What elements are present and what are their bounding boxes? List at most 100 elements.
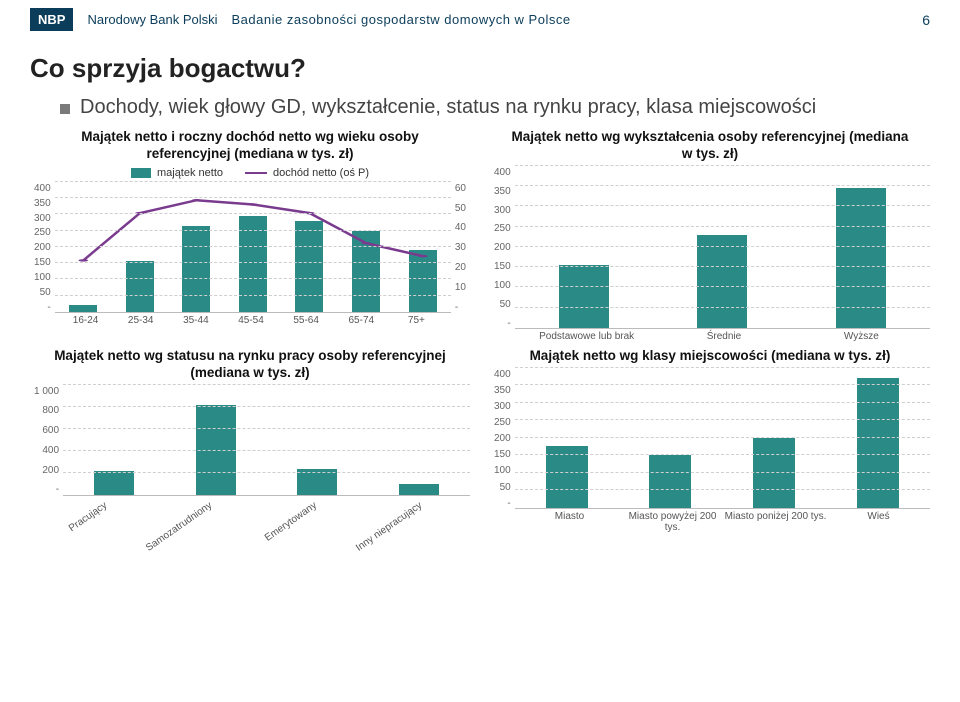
chart-edu-plot (515, 167, 930, 329)
y-tick: 100 (494, 280, 511, 291)
org-name: Narodowy Bank Polski (87, 12, 217, 27)
chart-city-plotwrap: 40035030025020015010050- (490, 369, 930, 509)
y-tick: 40 (455, 222, 466, 233)
chart-edu-xaxis: Podstawowe lub brakŚrednieWyższe (490, 331, 930, 342)
x-tick: 25-34 (113, 315, 168, 326)
x-tick: Emerytowany (263, 500, 319, 544)
x-tick: 65-74 (334, 315, 389, 326)
chart-city-yaxis: 40035030025020015010050- (490, 369, 515, 509)
y-tick: 1 000 (34, 386, 59, 397)
page-header: NBP Narodowy Bank Polski Badanie zasobno… (30, 8, 930, 31)
x-tick: Wyższe (793, 331, 930, 342)
x-tick: Miasto powyżej 200 tys. (621, 511, 724, 534)
bar (697, 235, 747, 328)
y-tick: 350 (34, 198, 51, 209)
chart-status-title: Majątek netto wg statusu na rynku pracy … (30, 348, 470, 382)
y-tick: - (494, 318, 511, 329)
chart-status-bars (63, 386, 470, 495)
x-tick: 16-24 (58, 315, 113, 326)
chart-edu-title: Majątek netto wg wykształcenia osoby ref… (490, 129, 930, 163)
chart-age-plot (55, 183, 451, 313)
chart-status: Majątek netto wg statusu na rynku pracy … (30, 348, 470, 544)
y-tick: 150 (494, 449, 511, 460)
doc-title: Badanie zasobności gospodarstw domowych … (232, 12, 571, 27)
y-tick: - (494, 498, 511, 509)
chart-city-xaxis: MiastoMiasto powyżej 200 tys.Miasto poni… (490, 511, 930, 534)
x-tick: Średnie (655, 331, 792, 342)
bar (546, 446, 588, 507)
x-tick: Podstawowe lub brak (518, 331, 655, 342)
chart-city-bars (515, 369, 930, 508)
y-tick: 100 (34, 272, 51, 283)
x-tick: Wieś (827, 511, 930, 534)
chart-age-xaxis: 16-2425-3435-4445-5455-6465-7475+ (30, 315, 470, 326)
x-tick: Inny niepracujący (354, 500, 424, 554)
chart-city: Majątek netto wg klasy miejscowości (med… (490, 348, 930, 544)
y-tick: 300 (34, 213, 51, 224)
x-tick: 45-54 (223, 315, 278, 326)
y-tick: 300 (494, 205, 511, 216)
x-tick: 35-44 (168, 315, 223, 326)
y-tick: 150 (494, 261, 511, 272)
slide-title: Co sprzyja bogactwu? (30, 53, 930, 84)
y-tick: - (455, 302, 466, 313)
y-tick: 600 (34, 425, 59, 436)
chart-age-yaxis-right: 605040302010- (451, 183, 470, 313)
y-tick: 400 (34, 183, 51, 194)
chart-edu: Majątek netto wg wykształcenia osoby ref… (490, 129, 930, 342)
bar (297, 469, 337, 495)
y-tick: 50 (34, 287, 51, 298)
x-tick: Miasto poniżej 200 tys. (724, 511, 827, 534)
y-tick: 350 (494, 186, 511, 197)
y-tick: 60 (455, 183, 466, 194)
y-tick: 200 (494, 433, 511, 444)
y-tick: 50 (494, 299, 511, 310)
chart-status-xaxis: PracującySamozatrudnionyEmerytowanyInny … (30, 496, 470, 544)
page-number: 6 (922, 12, 930, 28)
nbp-logo: NBP (30, 8, 73, 31)
chart-age: Majątek netto i roczny dochód netto wg w… (30, 129, 470, 342)
chart-city-plot (515, 369, 930, 509)
bar (649, 455, 691, 508)
y-tick: 20 (455, 262, 466, 273)
x-tick: 75+ (389, 315, 444, 326)
y-tick: 300 (494, 401, 511, 412)
chart-age-yaxis-left: 40035030025020015010050- (30, 183, 55, 313)
y-tick: 250 (494, 223, 511, 234)
x-tick: Pracujący (67, 500, 109, 534)
y-tick: 50 (455, 203, 466, 214)
y-tick: 200 (494, 242, 511, 253)
legend-line: dochód netto (oś P) (245, 167, 369, 179)
chart-edu-bars (515, 167, 930, 328)
y-tick: - (34, 484, 59, 495)
chart-edu-yaxis: 400 350 300 250 200 150 100 50 - (490, 167, 515, 329)
bullet-row: Dochody, wiek głowy GD, wykształcenie, s… (60, 96, 930, 119)
chart-age-line (55, 183, 451, 312)
legend-bar-swatch (131, 168, 151, 178)
x-tick: Samozatrudniony (144, 500, 214, 554)
chart-age-plotwrap: 40035030025020015010050- 605040302010- (30, 183, 470, 313)
y-tick: 200 (34, 242, 51, 253)
chart-edu-plotwrap: 400 350 300 250 200 150 100 50 - (490, 167, 930, 329)
y-tick: 200 (34, 465, 59, 476)
chart-status-plotwrap: 1 000800600400200- (30, 386, 470, 496)
legend-line-label: dochód netto (oś P) (273, 167, 369, 179)
bar (94, 471, 134, 495)
y-tick: 100 (494, 465, 511, 476)
y-tick: 250 (494, 417, 511, 428)
y-tick: 350 (494, 385, 511, 396)
chart-age-title: Majątek netto i roczny dochód netto wg w… (30, 129, 470, 163)
bar (399, 484, 439, 495)
y-tick: 400 (494, 369, 511, 380)
y-tick: 150 (34, 257, 51, 268)
bar (559, 265, 609, 328)
legend-bar-label: majątek netto (157, 167, 223, 179)
y-tick: 10 (455, 282, 466, 293)
bullet-text: Dochody, wiek głowy GD, wykształcenie, s… (80, 96, 816, 119)
chart-age-legend: majątek netto dochód netto (oś P) (30, 167, 470, 179)
y-tick: 400 (494, 167, 511, 178)
y-tick: - (34, 302, 51, 313)
chart-city-title: Majątek netto wg klasy miejscowości (med… (490, 348, 930, 365)
x-tick: 55-64 (279, 315, 334, 326)
bullet-square-icon (60, 104, 70, 114)
